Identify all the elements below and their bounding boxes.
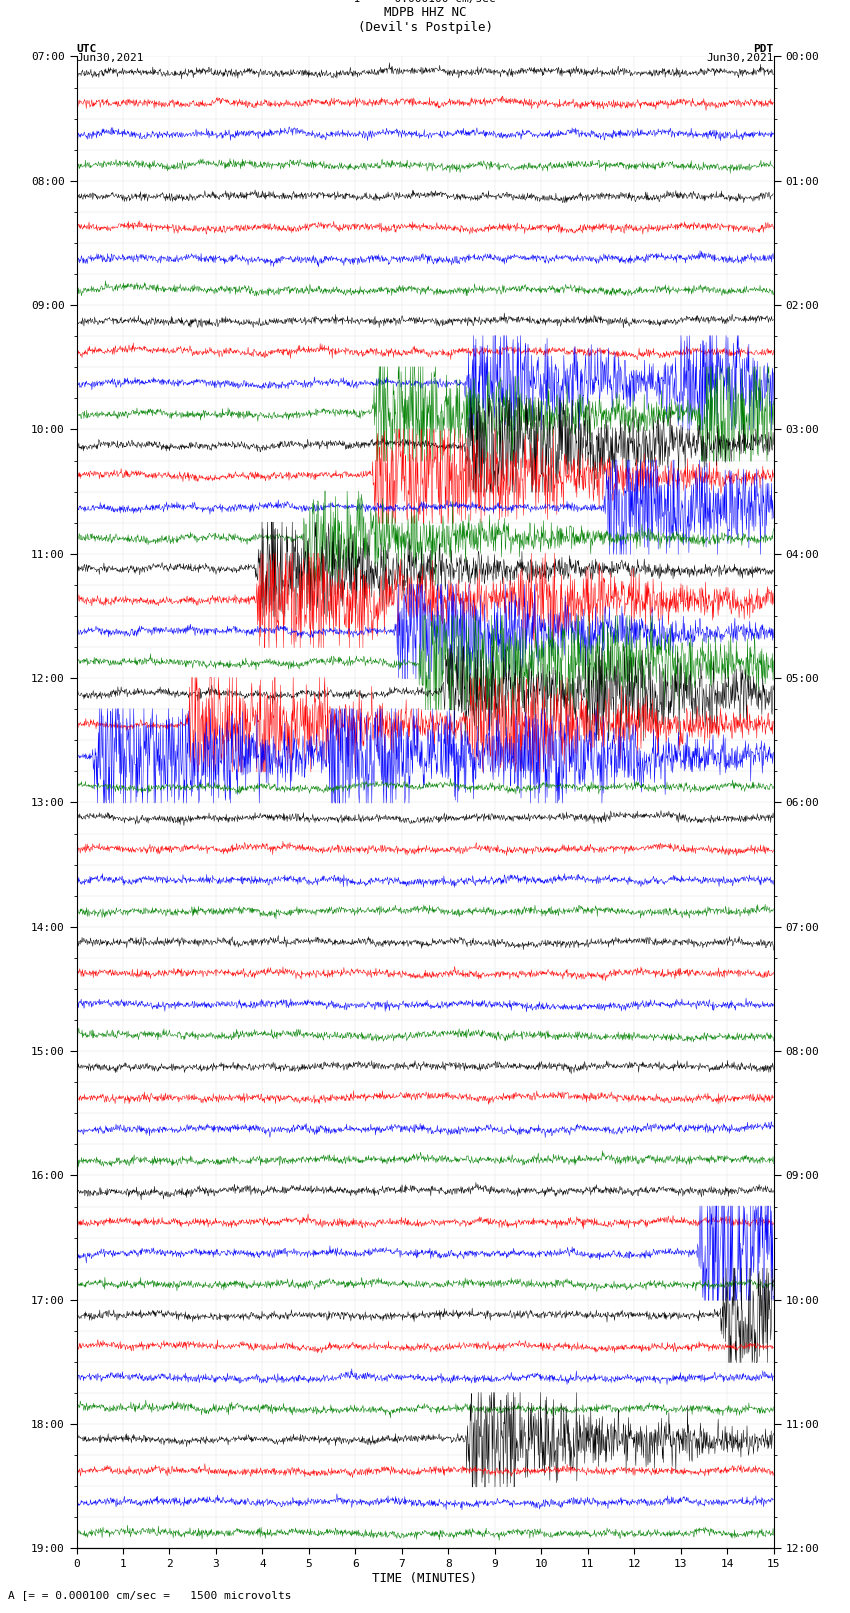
Text: Jun30,2021: Jun30,2021 bbox=[76, 53, 144, 63]
Text: PDT: PDT bbox=[753, 44, 774, 53]
Title: MDPB HHZ NC
(Devil's Postpile): MDPB HHZ NC (Devil's Postpile) bbox=[358, 6, 492, 34]
Text: I = = 0.000100 cm/sec: I = = 0.000100 cm/sec bbox=[354, 0, 496, 5]
Text: UTC: UTC bbox=[76, 44, 97, 53]
Text: A [= = 0.000100 cm/sec =   1500 microvolts: A [= = 0.000100 cm/sec = 1500 microvolts bbox=[8, 1590, 292, 1600]
Text: Jun30,2021: Jun30,2021 bbox=[706, 53, 774, 63]
X-axis label: TIME (MINUTES): TIME (MINUTES) bbox=[372, 1571, 478, 1584]
